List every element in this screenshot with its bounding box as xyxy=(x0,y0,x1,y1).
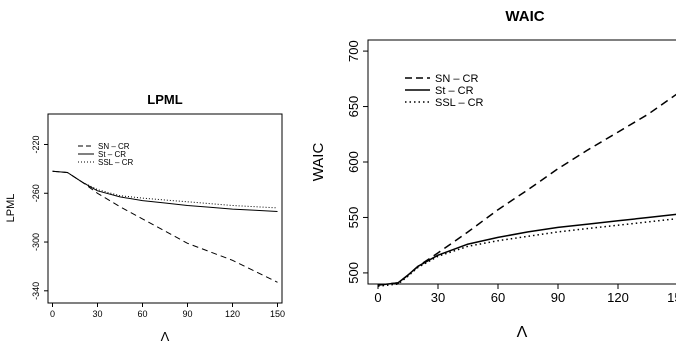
waic-plot-area: 0 30 60 90 120 150 500 550 600 650 700 xyxy=(346,40,676,305)
waic-panel: WAIC 0 30 60 90 120 150 500 550 600 650 700 Λ WAIC… xyxy=(310,8,676,341)
waic-series-line-st xyxy=(377,213,676,286)
lpml-y-tick-label: -220 xyxy=(31,135,41,153)
lpml-x-tick-label: 90 xyxy=(182,309,192,319)
lpml-y-tick-label: -340 xyxy=(31,282,41,300)
lpml-plot-frame xyxy=(47,113,283,304)
lpml-panel: LPML 0 30 60 90 120 150 -220 -260 -300 -340 Λ LPM… xyxy=(5,92,285,344)
lpml-x-tick-label: 150 xyxy=(270,309,285,319)
lpml-y-tick-label: -260 xyxy=(31,184,41,202)
lpml-title: LPML xyxy=(147,92,182,107)
waic-x-tick-label: 30 xyxy=(431,290,445,305)
waic-legend-label-ssl: SSL – CR xyxy=(435,97,484,109)
waic-y-tick-label: 650 xyxy=(346,96,361,118)
waic-legend: SN – CR St – CR SSL – CR xyxy=(405,73,484,109)
lpml-legend-label-st: St – CR xyxy=(98,150,126,159)
waic-y-tick-label: 550 xyxy=(346,207,361,229)
waic-y-axis-label: WAIC xyxy=(310,143,327,182)
lpml-x-tick-label: 0 xyxy=(50,309,55,319)
waic-y-tick-label: 500 xyxy=(346,262,361,284)
waic-x-tick-label: 90 xyxy=(551,290,565,305)
waic-x-tick-label: 120 xyxy=(607,290,629,305)
lpml-series-line-ssl xyxy=(52,170,278,209)
waic-series-line-sn xyxy=(377,93,676,286)
lpml-legend: SN – CR St – CR SSL – CR xyxy=(78,142,133,167)
waic-title: WAIC xyxy=(505,8,544,25)
waic-series-line-ssl xyxy=(377,218,676,287)
waic-legend-label-sn: SN – CR xyxy=(435,73,478,85)
lpml-y-tick-label: -300 xyxy=(31,233,41,251)
waic-y-tick-label: 600 xyxy=(346,151,361,173)
lpml-series-line-sn xyxy=(52,170,278,283)
waic-x-tick-label: 60 xyxy=(491,290,505,305)
lpml-x-tick-label: 60 xyxy=(137,309,147,319)
waic-x-tick-label: 0 xyxy=(374,290,381,305)
lpml-series-line-st xyxy=(52,170,278,212)
lpml-legend-label-ssl: SSL – CR xyxy=(98,158,133,167)
lpml-x-tick-label: 120 xyxy=(225,309,240,319)
waic-plot-frame xyxy=(367,39,676,285)
waic-x-tick-label: 150 xyxy=(667,290,676,305)
waic-x-axis-label: Λ xyxy=(517,324,528,341)
lpml-y-axis-label: LPML xyxy=(5,194,17,223)
lpml-x-tick-label: 30 xyxy=(92,309,102,319)
waic-y-tick-label: 700 xyxy=(346,40,361,62)
lpml-legend-label-sn: SN – CR xyxy=(98,142,130,151)
lpml-x-axis-label: Λ xyxy=(161,329,170,344)
lpml-plot-area: 0 30 60 90 120 150 -220 -260 -300 -340 xyxy=(31,135,285,319)
waic-legend-label-st: St – CR xyxy=(435,85,474,97)
